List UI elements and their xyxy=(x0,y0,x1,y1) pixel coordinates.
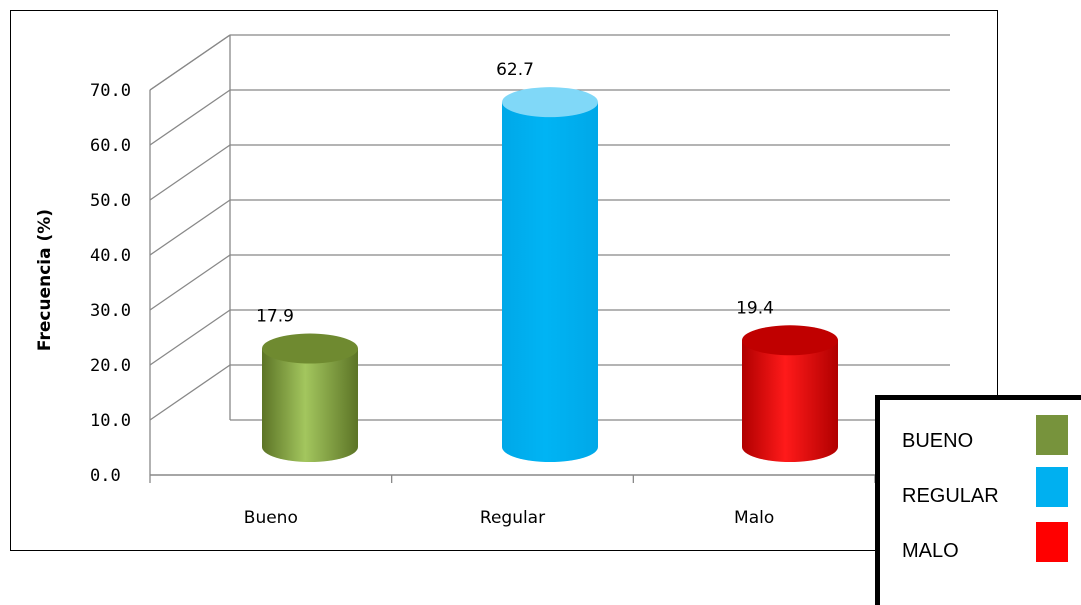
y-tick-label: 10.0 xyxy=(90,411,131,431)
axes xyxy=(149,35,876,483)
legend-label-bueno: BUENO xyxy=(902,430,974,452)
y-tick-label: 70.0 xyxy=(90,81,131,101)
y-tick-label: 20.0 xyxy=(90,356,131,376)
bar-top xyxy=(742,325,838,356)
bar-regular xyxy=(502,87,598,463)
data-label: 62.7 xyxy=(496,60,534,80)
gridline-diagonal xyxy=(149,144,231,201)
gridline-diagonal xyxy=(149,309,231,366)
gridline-diagonal xyxy=(149,34,231,91)
bar-malo xyxy=(742,325,838,462)
bar-body xyxy=(262,348,358,462)
bars xyxy=(262,87,838,463)
legend-label-regular: REGULAR xyxy=(902,485,999,507)
bar-bueno xyxy=(262,333,358,462)
y-tick-label: 30.0 xyxy=(90,301,131,321)
x-tick-label: Bueno xyxy=(244,508,298,528)
gridline-diagonal xyxy=(149,364,231,421)
gridline-diagonal xyxy=(149,89,231,146)
bar-top xyxy=(262,333,358,364)
x-tick-label: Malo xyxy=(734,508,774,528)
bar-body xyxy=(742,340,838,462)
bar-top xyxy=(502,87,598,118)
legend-swatch-regular xyxy=(1036,467,1068,507)
legend-label-malo: MALO xyxy=(902,540,959,562)
legend: BUENO REGULAR MALO xyxy=(875,395,1081,605)
y-tick-label: 50.0 xyxy=(90,191,131,211)
gridline-diagonal xyxy=(149,199,231,256)
labels: 0.0 10.0 20.0 30.0 40.0 50.0 60.0 70.0 17.9 Bueno… xyxy=(90,60,774,528)
legend-swatch-bueno xyxy=(1036,415,1068,455)
y-tick-label: 40.0 xyxy=(90,246,131,266)
bar-body xyxy=(502,102,598,463)
data-label: 17.9 xyxy=(256,307,294,327)
y-tick-label: 60.0 xyxy=(90,136,131,156)
data-label: 19.4 xyxy=(736,298,774,318)
gridline-diagonal xyxy=(149,254,231,311)
x-tick-label: Regular xyxy=(480,508,545,528)
y-axis-label: Frecuencia (%) xyxy=(35,209,55,351)
legend-swatch-malo xyxy=(1036,522,1068,562)
y-tick-label: 0.0 xyxy=(90,466,121,486)
